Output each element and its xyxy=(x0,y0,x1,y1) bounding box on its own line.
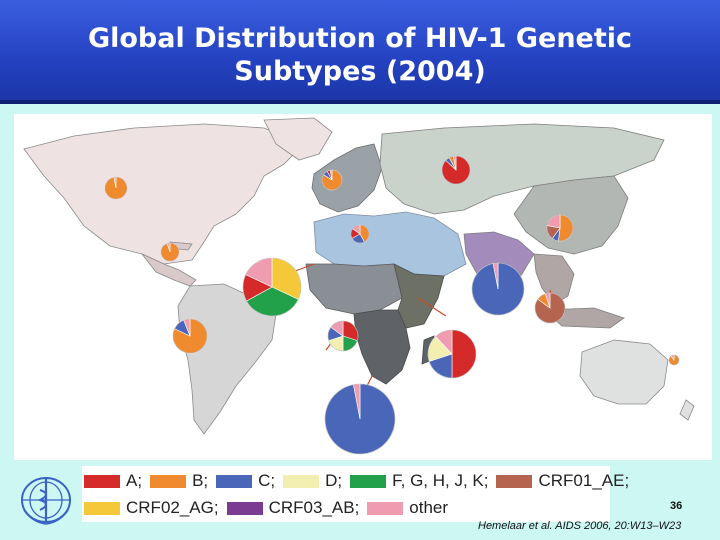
region-new-zealand xyxy=(679,399,695,421)
legend-label: CRF02_AG; xyxy=(126,498,219,517)
pie-eastern-europe-and-central-asia xyxy=(441,155,471,185)
pie-outline xyxy=(534,292,566,324)
pie-southern-africa xyxy=(324,383,396,455)
pie-outline xyxy=(427,329,477,379)
pie-outline xyxy=(546,214,574,242)
pie-outline xyxy=(471,262,525,316)
legend-label: A; xyxy=(126,471,143,490)
pie-east-asia xyxy=(546,214,574,242)
pie-slice-crf02_ag xyxy=(271,257,302,300)
title-banner: Global Distribution of HIV-1 Genetic Sub… xyxy=(0,0,720,104)
legend-label: CRF03_AB; xyxy=(268,498,360,517)
legend-swatch xyxy=(150,474,187,488)
pie-slice-other xyxy=(353,383,361,420)
title-line-1: Global Distribution of HIV-1 Genetic xyxy=(87,23,633,54)
region-east-asia xyxy=(513,175,629,255)
legend-swatch xyxy=(283,474,320,488)
legend-label: CRF01_AE; xyxy=(538,471,630,490)
pie-latin-america xyxy=(172,318,208,354)
pie-slice-other xyxy=(435,329,453,355)
pie-slice-other xyxy=(544,292,551,309)
title-line-2: Subtypes (2004) xyxy=(234,56,486,87)
region-north-america xyxy=(23,123,305,265)
citation: Hemelaar et al. AIDS 2006, 20:W13–W23 xyxy=(478,520,682,532)
pie-slice-b xyxy=(558,214,574,242)
legend-swatch xyxy=(216,474,253,488)
pie-outline xyxy=(242,257,302,317)
region-greenland xyxy=(263,117,333,161)
region-western-europe xyxy=(311,143,383,213)
who-logo xyxy=(18,474,74,526)
pie-slice-other xyxy=(113,176,117,189)
legend-label: C; xyxy=(258,471,276,490)
pie-outline xyxy=(350,224,370,244)
pie-outline xyxy=(441,155,471,185)
pie-outline xyxy=(324,383,396,455)
pie-slice-other xyxy=(352,224,361,235)
legend-label: F, G, H, J, K; xyxy=(392,471,489,490)
legend-swatch xyxy=(496,474,533,488)
legend-item-c: C; xyxy=(214,471,275,491)
pie-outline xyxy=(321,169,343,191)
legend-row-2: CRF02_AG; CRF03_AB; other xyxy=(82,495,454,521)
pie-slice-other xyxy=(245,257,273,288)
pie-slice-other xyxy=(183,318,191,337)
pie-north-africa-and-middle-east xyxy=(350,224,370,244)
pie-central-africa xyxy=(327,320,359,352)
legend-item-crf01_ae: CRF01_AE; xyxy=(494,471,629,491)
page-number: 36 xyxy=(670,500,683,512)
pie-outline xyxy=(104,176,128,200)
legend-swatch xyxy=(350,474,387,488)
legend-item-b: B; xyxy=(148,471,208,491)
pie-oceania xyxy=(668,354,680,366)
pie-slice-other xyxy=(546,214,561,229)
legend-item-d: D; xyxy=(281,471,342,491)
pie-caribbean xyxy=(160,242,180,262)
legend-item-a: A; xyxy=(82,471,142,491)
pie-layer xyxy=(104,155,680,455)
pie-outline xyxy=(668,354,680,366)
world-map-svg xyxy=(14,114,712,460)
pie-slice-fghjk xyxy=(246,286,299,317)
legend-swatch xyxy=(84,474,120,488)
legend-swatch xyxy=(226,501,263,515)
region-east-africa xyxy=(393,263,445,329)
pie-slice-a xyxy=(342,320,359,342)
pie-slice-other xyxy=(330,320,344,337)
region-southern-africa xyxy=(353,309,411,385)
legend-row-1: A; B; C; D; F, G, H, J, K; CRF01_AE; xyxy=(82,468,635,494)
pie-north-america xyxy=(104,176,128,200)
legend-item-fghjk: F, G, H, J, K; xyxy=(348,471,488,491)
legend-label: other xyxy=(409,498,449,517)
legend-item-crf02_ag: CRF02_AG; xyxy=(82,498,219,518)
legend: A; B; C; D; F, G, H, J, K; CRF01_AE; CRF02_AG… xyxy=(82,466,629,522)
who-emblem-icon xyxy=(21,477,71,525)
pie-western-europe xyxy=(321,169,343,191)
pie-slice-other xyxy=(329,169,333,181)
pie-outline xyxy=(172,318,208,354)
pie-east-africa xyxy=(427,329,477,379)
region-australia xyxy=(579,339,669,405)
legend-swatch xyxy=(84,501,120,515)
slide-title: Global Distribution of HIV-1 Genetic Sub… xyxy=(0,22,720,88)
legend-item-other: other xyxy=(365,498,448,518)
pie-slice-a xyxy=(451,329,477,379)
pie-slice-other xyxy=(166,242,171,253)
pie-outline xyxy=(160,242,180,262)
pie-west-and-central-africa xyxy=(242,257,302,317)
legend-item-crf03_ab: CRF03_AB; xyxy=(225,498,360,518)
pie-slice-other xyxy=(453,155,457,171)
world-map xyxy=(14,114,712,460)
pie-slice-other xyxy=(670,354,675,361)
pie-outline xyxy=(327,320,359,352)
legend-label: D; xyxy=(325,471,343,490)
legend-label: B; xyxy=(192,471,209,490)
legend-swatch xyxy=(367,501,404,515)
pie-south-east-asia xyxy=(534,292,566,324)
pie-south-and-south-east-asia-india- xyxy=(471,262,525,316)
pie-slice-other xyxy=(492,262,499,290)
